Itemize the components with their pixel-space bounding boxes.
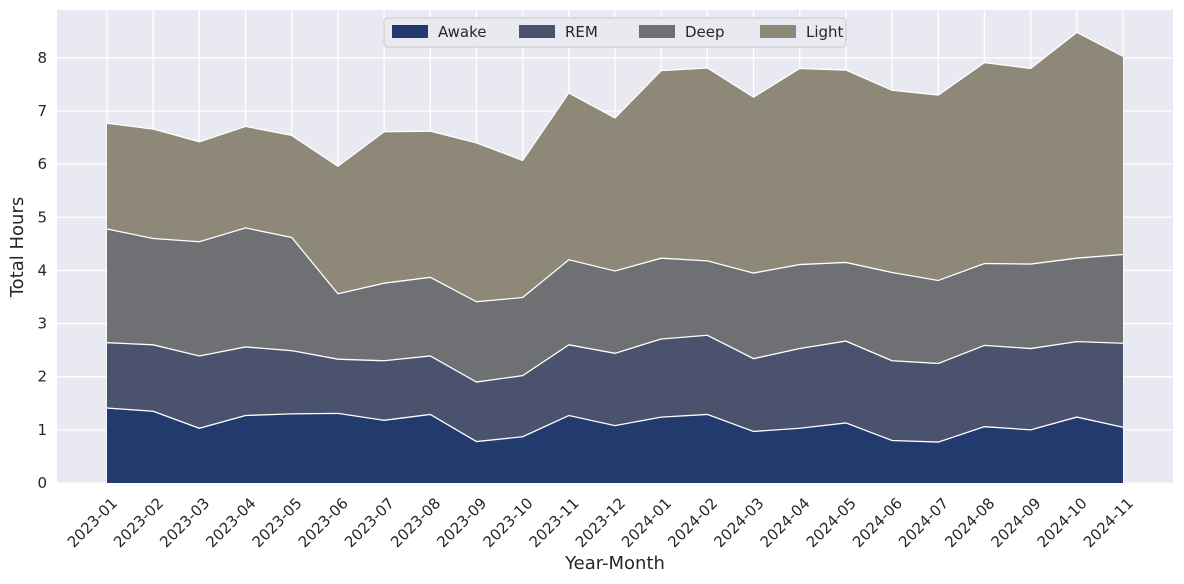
boundary-light bbox=[106, 31, 1124, 168]
x-tick-label: 2024-06 bbox=[849, 494, 906, 551]
legend-swatch bbox=[639, 25, 675, 38]
legend-item-rem: REM bbox=[519, 23, 598, 41]
legend: Awake REM Deep Light bbox=[383, 17, 847, 48]
x-tick-label: 2024-08 bbox=[941, 494, 998, 551]
legend-swatch bbox=[392, 25, 428, 38]
x-tick-label: 2024-09 bbox=[987, 494, 1044, 551]
legend-swatch bbox=[519, 25, 555, 38]
legend-label: Light bbox=[806, 23, 844, 41]
x-tick-label: 2023-09 bbox=[433, 494, 490, 551]
boundary-awake bbox=[106, 407, 1124, 443]
x-tick-label: 2023-04 bbox=[202, 494, 259, 551]
y-tick-label: 5 bbox=[37, 208, 47, 226]
x-tick-label: 2023-10 bbox=[479, 494, 536, 551]
legend-label: Awake bbox=[438, 23, 487, 41]
x-tick-label: 2024-07 bbox=[895, 494, 952, 551]
x-tick-label: 2023-06 bbox=[295, 494, 352, 551]
y-axis-ticks: 0 1 2 3 4 5 6 7 8 bbox=[37, 49, 47, 492]
legend-label: Deep bbox=[685, 23, 725, 41]
y-tick-label: 1 bbox=[37, 421, 47, 439]
series-boundary-lines bbox=[106, 31, 1124, 443]
area-series-layer bbox=[107, 32, 1123, 483]
x-tick-label: 2023-02 bbox=[110, 494, 167, 551]
area-awake bbox=[107, 408, 1123, 483]
x-tick-label: 2023-11 bbox=[526, 494, 583, 551]
boundary-rem bbox=[106, 334, 1124, 383]
x-axis-title: Year-Month bbox=[564, 553, 665, 574]
x-tick-label: 2023-12 bbox=[572, 494, 629, 551]
legend-item-light: Light bbox=[760, 23, 844, 41]
area-light bbox=[107, 32, 1123, 302]
y-tick-label: 0 bbox=[37, 474, 47, 492]
x-axis-ticks: 2023-012023-022023-032023-042023-052023-… bbox=[64, 494, 1137, 551]
x-tick-label: 2024-10 bbox=[1034, 494, 1091, 551]
area-deep bbox=[107, 227, 1123, 383]
x-tick-label: 2024-11 bbox=[1080, 494, 1137, 551]
legend-label: REM bbox=[565, 23, 598, 41]
boundary-deep bbox=[106, 227, 1124, 303]
y-tick-label: 6 bbox=[37, 155, 47, 173]
area-rem bbox=[107, 335, 1123, 443]
y-tick-label: 8 bbox=[37, 49, 47, 67]
x-tick-label: 2023-05 bbox=[249, 494, 306, 551]
x-tick-label: 2024-03 bbox=[710, 494, 767, 551]
x-tick-label: 2023-07 bbox=[341, 494, 398, 551]
x-tick-label: 2023-03 bbox=[156, 494, 213, 551]
x-tick-label: 2023-01 bbox=[64, 494, 121, 551]
y-tick-label: 3 bbox=[37, 315, 47, 333]
legend-item-deep: Deep bbox=[639, 23, 725, 41]
y-tick-label: 2 bbox=[37, 368, 47, 386]
y-tick-label: 7 bbox=[37, 102, 47, 120]
x-tick-label: 2023-08 bbox=[387, 494, 444, 551]
x-tick-label: 2024-02 bbox=[664, 494, 721, 551]
y-axis-title: Total Hours bbox=[7, 197, 28, 299]
legend-swatch bbox=[760, 25, 796, 38]
legend-box bbox=[383, 17, 847, 48]
legend-item-awake: Awake bbox=[392, 23, 487, 41]
x-tick-label: 2024-04 bbox=[757, 494, 814, 551]
x-tick-label: 2024-05 bbox=[803, 494, 860, 551]
y-tick-label: 4 bbox=[37, 261, 47, 279]
x-tick-label: 2024-01 bbox=[618, 494, 675, 551]
